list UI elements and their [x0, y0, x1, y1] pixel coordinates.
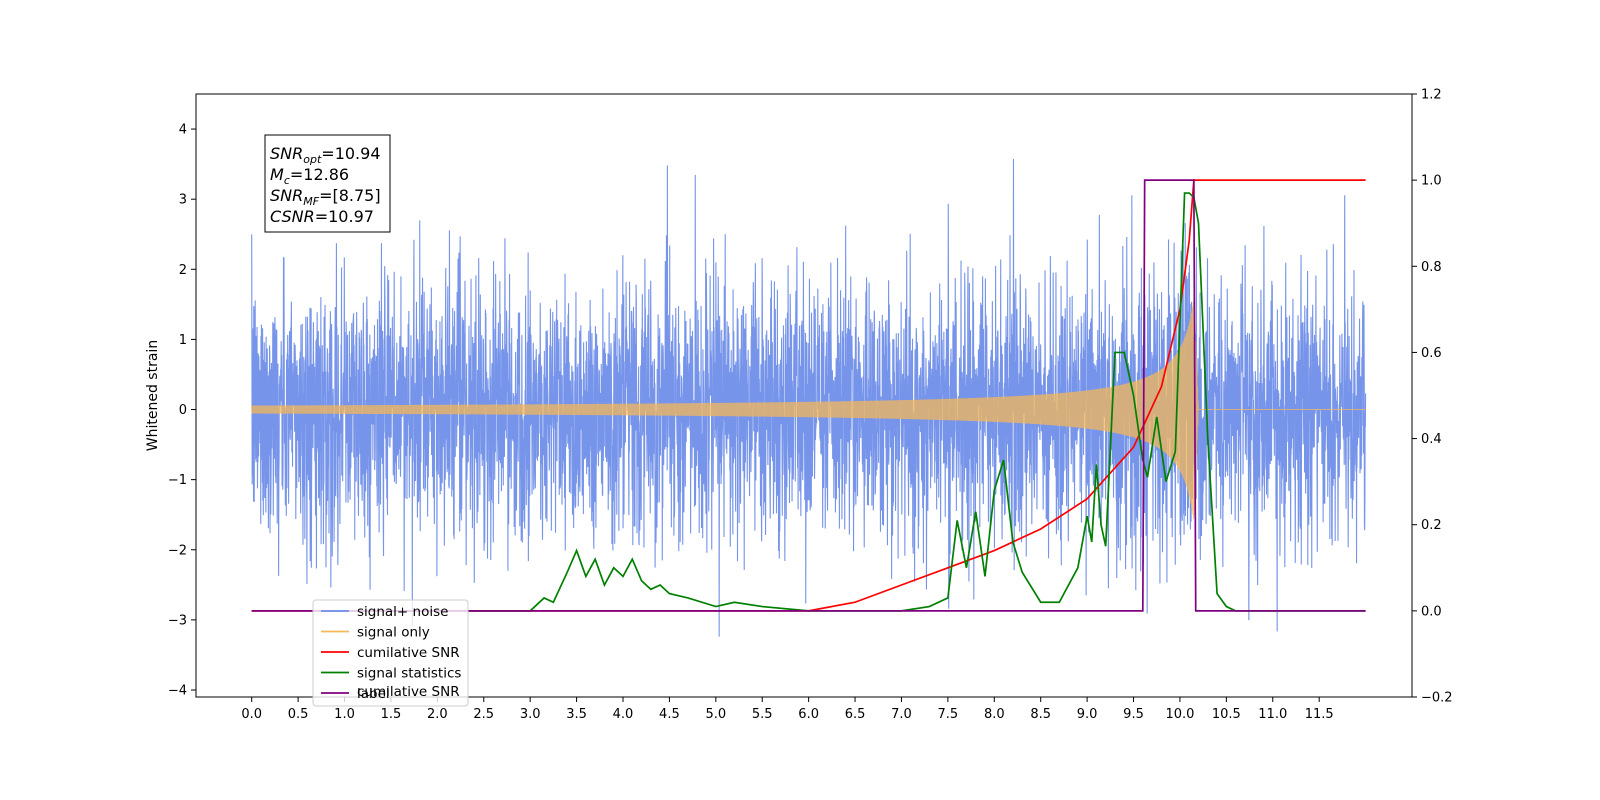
y-tick-label: 4 [179, 123, 187, 138]
legend-label: signal only [357, 625, 430, 641]
legend-item: signal+ noise [321, 604, 448, 620]
x-tick-label: 8.0 [984, 707, 1005, 722]
y2-tick-label: 0.0 [1421, 604, 1442, 619]
x-tick-label: 10.5 [1212, 707, 1241, 722]
x-tick-label: 1.0 [334, 707, 355, 722]
y-tick-label: −4 [168, 683, 187, 698]
x-tick-label: 6.0 [798, 707, 819, 722]
y-tick-label: 0 [179, 403, 187, 418]
legend: cumilative SNR signal+ noise signal only c… [312, 599, 469, 707]
legend-item: signal only [321, 625, 430, 641]
y2-tick-label: 0.6 [1421, 346, 1442, 361]
series-layer [251, 159, 1367, 637]
annotation-snr-mf: SNRMF=[8.75] [270, 186, 381, 208]
legend-item: label [321, 686, 390, 702]
y2-tick-label: 0.2 [1421, 518, 1442, 533]
legend-label: cumilative SNR [357, 645, 460, 661]
y-tick-label: −3 [168, 613, 187, 628]
x-tick-label: 0.0 [241, 707, 262, 722]
legend-label: signal+ noise [357, 604, 448, 620]
y2-tick-label: 0.4 [1421, 432, 1442, 447]
y-axis-right: 1.2 1.0 0.8 0.6 0.4 0.2 0.0 −0.2 [1412, 88, 1453, 706]
x-tick-label: 8.5 [1030, 707, 1051, 722]
x-tick-label: 11.5 [1305, 707, 1334, 722]
y2-tick-label: 1.2 [1421, 88, 1442, 103]
x-tick-label: 1.5 [381, 707, 402, 722]
y2-tick-label: 1.0 [1421, 174, 1442, 189]
x-tick-label: 3.0 [520, 707, 541, 722]
x-tick-label: 5.0 [705, 707, 726, 722]
series-label [251, 179, 1366, 612]
legend-item: cumilative SNR [321, 645, 460, 661]
y2-tick-label: 0.8 [1421, 260, 1442, 275]
annotation-mc: Mc=12.86 [270, 165, 349, 187]
x-tick-label: 4.0 [613, 707, 634, 722]
x-tick-label: 9.5 [1123, 707, 1144, 722]
x-tick-label: 5.5 [752, 707, 773, 722]
x-tick-label: 6.5 [845, 707, 866, 722]
series-signal-statistics [344, 192, 1366, 612]
x-tick-label: 10.0 [1165, 707, 1194, 722]
x-tick-label: 2.5 [473, 707, 494, 722]
x-tick-label: 0.5 [288, 707, 309, 722]
annotation-box: SNRopt=10.94 Mc=12.86 SNRMF=[8.75] CSNR=… [264, 134, 391, 233]
y-tick-label: 2 [179, 263, 187, 278]
x-tick-label: 11.0 [1258, 707, 1287, 722]
series-signal-only [251, 297, 1366, 520]
y-axis-label: Whitened strain [145, 340, 161, 451]
legend-ghost-text: cumilative SNR [357, 684, 460, 700]
x-tick-label: 3.5 [566, 707, 587, 722]
y-axis-left: 4 3 2 1 0 −1 −2 −3 −4 [168, 123, 196, 698]
y-tick-label: 3 [179, 193, 187, 208]
legend-item: signal statistics [321, 666, 461, 682]
legend-label: signal statistics [357, 666, 461, 682]
y-tick-label: −2 [168, 543, 187, 558]
x-axis: 0.0 0.5 1.0 1.5 2.0 2.5 3.0 3.5 4.0 4.5 5.0 5.5 6.0 6… [241, 697, 1334, 722]
x-tick-label: 7.0 [891, 707, 912, 722]
y-tick-label: −1 [168, 473, 187, 488]
x-tick-label: 7.5 [938, 707, 959, 722]
y2-tick-label: −0.2 [1421, 691, 1453, 706]
series-cumulative-snr [251, 179, 1366, 612]
x-tick-label: 9.0 [1077, 707, 1098, 722]
y-tick-label: 1 [179, 333, 187, 348]
plot-frame [195, 93, 1413, 698]
x-tick-label: 4.5 [659, 707, 680, 722]
x-tick-label: 2.0 [427, 707, 448, 722]
annotation-csnr: CSNR=10.97 [270, 207, 374, 226]
legend-label: label [357, 686, 390, 702]
annotation-snr-opt: SNRopt=10.94 [270, 144, 381, 166]
